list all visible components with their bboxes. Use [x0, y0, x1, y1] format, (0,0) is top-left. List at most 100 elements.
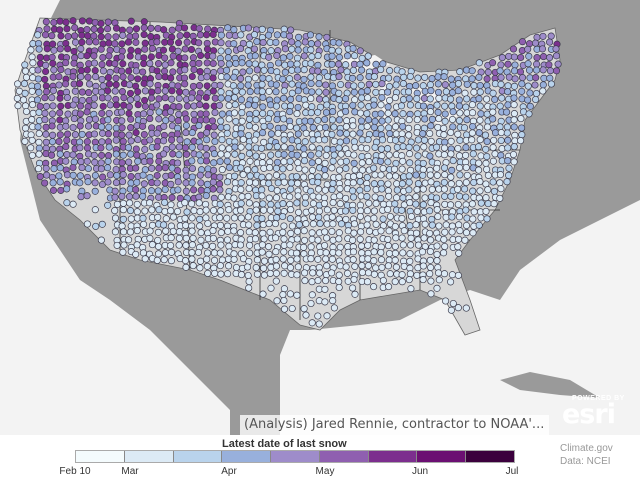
station-point[interactable] [146, 59, 154, 68]
station-point[interactable] [63, 199, 71, 207]
station-point[interactable] [372, 220, 380, 228]
station-point[interactable] [111, 87, 119, 95]
station-point[interactable] [286, 290, 294, 298]
station-point[interactable] [370, 270, 378, 278]
station-point[interactable] [448, 89, 457, 97]
station-point[interactable] [301, 166, 309, 174]
station-point[interactable] [140, 31, 148, 39]
station-point[interactable] [365, 158, 373, 166]
station-point[interactable] [301, 236, 309, 244]
station-point[interactable] [287, 229, 295, 237]
station-point[interactable] [308, 159, 316, 167]
station-point[interactable] [545, 61, 553, 69]
station-point[interactable] [56, 94, 64, 102]
station-point[interactable] [496, 179, 504, 187]
station-point[interactable] [260, 122, 268, 130]
station-point[interactable] [48, 122, 56, 130]
station-point[interactable] [190, 66, 198, 74]
station-point[interactable] [496, 171, 505, 179]
station-point[interactable] [398, 165, 406, 173]
station-point[interactable] [211, 94, 219, 102]
station-point[interactable] [111, 214, 120, 222]
station-point[interactable] [259, 129, 267, 137]
station-point[interactable] [399, 110, 407, 118]
station-point[interactable] [202, 241, 210, 250]
station-point[interactable] [491, 95, 499, 104]
station-point[interactable] [127, 17, 135, 25]
station-point[interactable] [76, 122, 84, 130]
station-point[interactable] [155, 115, 163, 123]
station-point[interactable] [167, 108, 175, 116]
station-point[interactable] [112, 124, 120, 132]
station-point[interactable] [293, 54, 302, 62]
station-point[interactable] [195, 39, 203, 47]
station-point[interactable] [308, 206, 316, 214]
station-point[interactable] [175, 110, 183, 118]
station-point[interactable] [384, 262, 392, 270]
station-point[interactable] [447, 95, 455, 103]
station-point[interactable] [78, 31, 86, 39]
station-point[interactable] [225, 101, 233, 110]
station-point[interactable] [358, 166, 367, 174]
station-point[interactable] [244, 24, 253, 32]
station-point[interactable] [322, 249, 330, 257]
station-point[interactable] [377, 65, 385, 74]
station-point[interactable] [204, 25, 212, 33]
station-point[interactable] [356, 60, 364, 68]
station-point[interactable] [154, 24, 162, 33]
station-point[interactable] [356, 178, 364, 186]
station-point[interactable] [90, 101, 98, 109]
station-point[interactable] [126, 52, 134, 60]
station-point[interactable] [161, 94, 169, 102]
station-point[interactable] [531, 39, 540, 47]
station-point[interactable] [111, 193, 119, 201]
station-point[interactable] [321, 186, 329, 194]
station-point[interactable] [358, 242, 366, 250]
station-point[interactable] [182, 129, 190, 137]
station-point[interactable] [426, 129, 434, 138]
station-point[interactable] [491, 129, 500, 137]
station-point[interactable] [386, 96, 394, 104]
station-point[interactable] [532, 95, 540, 104]
station-point[interactable] [363, 122, 371, 130]
station-point[interactable] [232, 263, 241, 272]
station-point[interactable] [91, 171, 99, 180]
station-point[interactable] [167, 234, 175, 242]
station-point[interactable] [97, 159, 105, 167]
station-point[interactable] [448, 166, 456, 174]
station-point[interactable] [147, 33, 155, 41]
station-point[interactable] [413, 186, 421, 194]
station-point[interactable] [155, 164, 163, 172]
station-point[interactable] [280, 285, 288, 293]
station-point[interactable] [161, 249, 169, 257]
station-point[interactable] [414, 152, 422, 160]
station-point[interactable] [210, 123, 218, 131]
station-point[interactable] [482, 207, 490, 215]
station-point[interactable] [293, 255, 301, 263]
station-point[interactable] [357, 117, 366, 125]
station-point[interactable] [532, 74, 540, 82]
station-point[interactable] [211, 269, 219, 277]
station-point[interactable] [414, 110, 422, 118]
station-point[interactable] [62, 122, 70, 130]
station-point[interactable] [294, 179, 302, 187]
station-point[interactable] [300, 52, 308, 60]
station-point[interactable] [238, 88, 246, 96]
station-point[interactable] [119, 171, 127, 179]
station-point[interactable] [419, 102, 428, 110]
station-point[interactable] [435, 276, 443, 284]
station-point[interactable] [307, 40, 315, 48]
station-point[interactable] [400, 73, 408, 81]
station-point[interactable] [42, 123, 50, 131]
station-point[interactable] [183, 150, 191, 158]
station-point[interactable] [288, 80, 296, 88]
station-point[interactable] [168, 136, 176, 144]
station-point[interactable] [440, 131, 448, 139]
station-point[interactable] [314, 312, 322, 320]
station-point[interactable] [455, 164, 464, 172]
station-point[interactable] [90, 52, 98, 60]
station-point[interactable] [76, 179, 84, 187]
station-point[interactable] [202, 102, 210, 110]
station-point[interactable] [349, 206, 357, 214]
station-point[interactable] [98, 109, 106, 117]
